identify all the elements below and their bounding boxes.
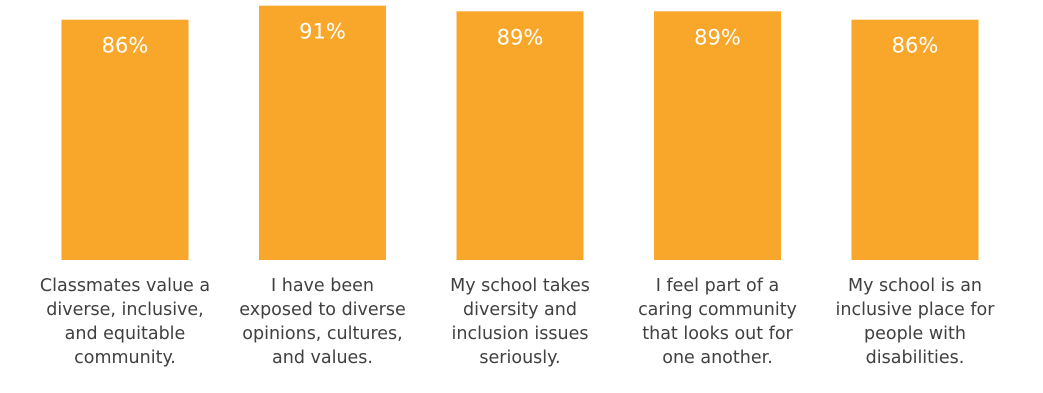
- category-label-4-line-4: one another.: [662, 348, 773, 368]
- bar-2: [259, 5, 386, 261]
- category-label-2-line-2: exposed to diverse: [239, 300, 406, 320]
- category-label-1-line-1: Classmates value a: [40, 276, 210, 296]
- category-label-5-line-2: inclusive place for: [836, 300, 996, 320]
- category-label-2-line-1: I have been: [271, 276, 374, 296]
- category-labels-group: Classmates value a diverse, inclusive, and…: [40, 276, 995, 368]
- category-label-3-line-1: My school takes: [450, 276, 590, 296]
- bar-value-label-5: 86%: [892, 34, 939, 58]
- category-label-2-line-3: opinions, cultures,: [242, 324, 402, 344]
- category-label-1-line-3: and equitable: [65, 324, 186, 344]
- category-label-2: I have been exposed to diverse opinions, c…: [239, 276, 406, 368]
- category-label-3: My school takes diversity and inclusion is…: [450, 276, 590, 368]
- bar-1: [61, 19, 189, 261]
- category-label-3-line-3: inclusion issues: [452, 324, 589, 344]
- category-label-5: My school is an inclusive place for people…: [836, 276, 996, 368]
- bars-group: 86% 91% 89% 89% 86%: [61, 5, 979, 261]
- category-label-3-line-4: seriously.: [479, 348, 560, 368]
- category-label-1-line-4: community.: [74, 348, 176, 368]
- category-label-1-line-2: diverse, inclusive,: [46, 300, 204, 320]
- category-label-4-line-2: caring community: [638, 300, 797, 320]
- category-label-1: Classmates value a diverse, inclusive, and…: [40, 276, 210, 368]
- category-label-5-line-4: disabilities.: [866, 348, 965, 368]
- bar-value-label-2: 91%: [299, 20, 346, 44]
- category-label-3-line-2: diversity and: [463, 300, 577, 320]
- category-label-5-line-3: people with: [864, 324, 966, 344]
- bar-value-label-3: 89%: [497, 25, 544, 49]
- category-label-4-line-3: that looks out for: [642, 324, 793, 344]
- bar-4: [654, 11, 781, 260]
- category-label-2-line-4: and values.: [272, 348, 373, 368]
- bar-3: [456, 11, 584, 260]
- bar-5: [851, 19, 979, 261]
- category-label-4: I feel part of a caring community that loo…: [638, 276, 797, 368]
- category-label-4-line-1: I feel part of a: [656, 276, 779, 296]
- bar-value-label-1: 86%: [102, 34, 149, 58]
- category-label-5-line-1: My school is an: [848, 276, 982, 296]
- bar-value-label-4: 89%: [694, 25, 741, 49]
